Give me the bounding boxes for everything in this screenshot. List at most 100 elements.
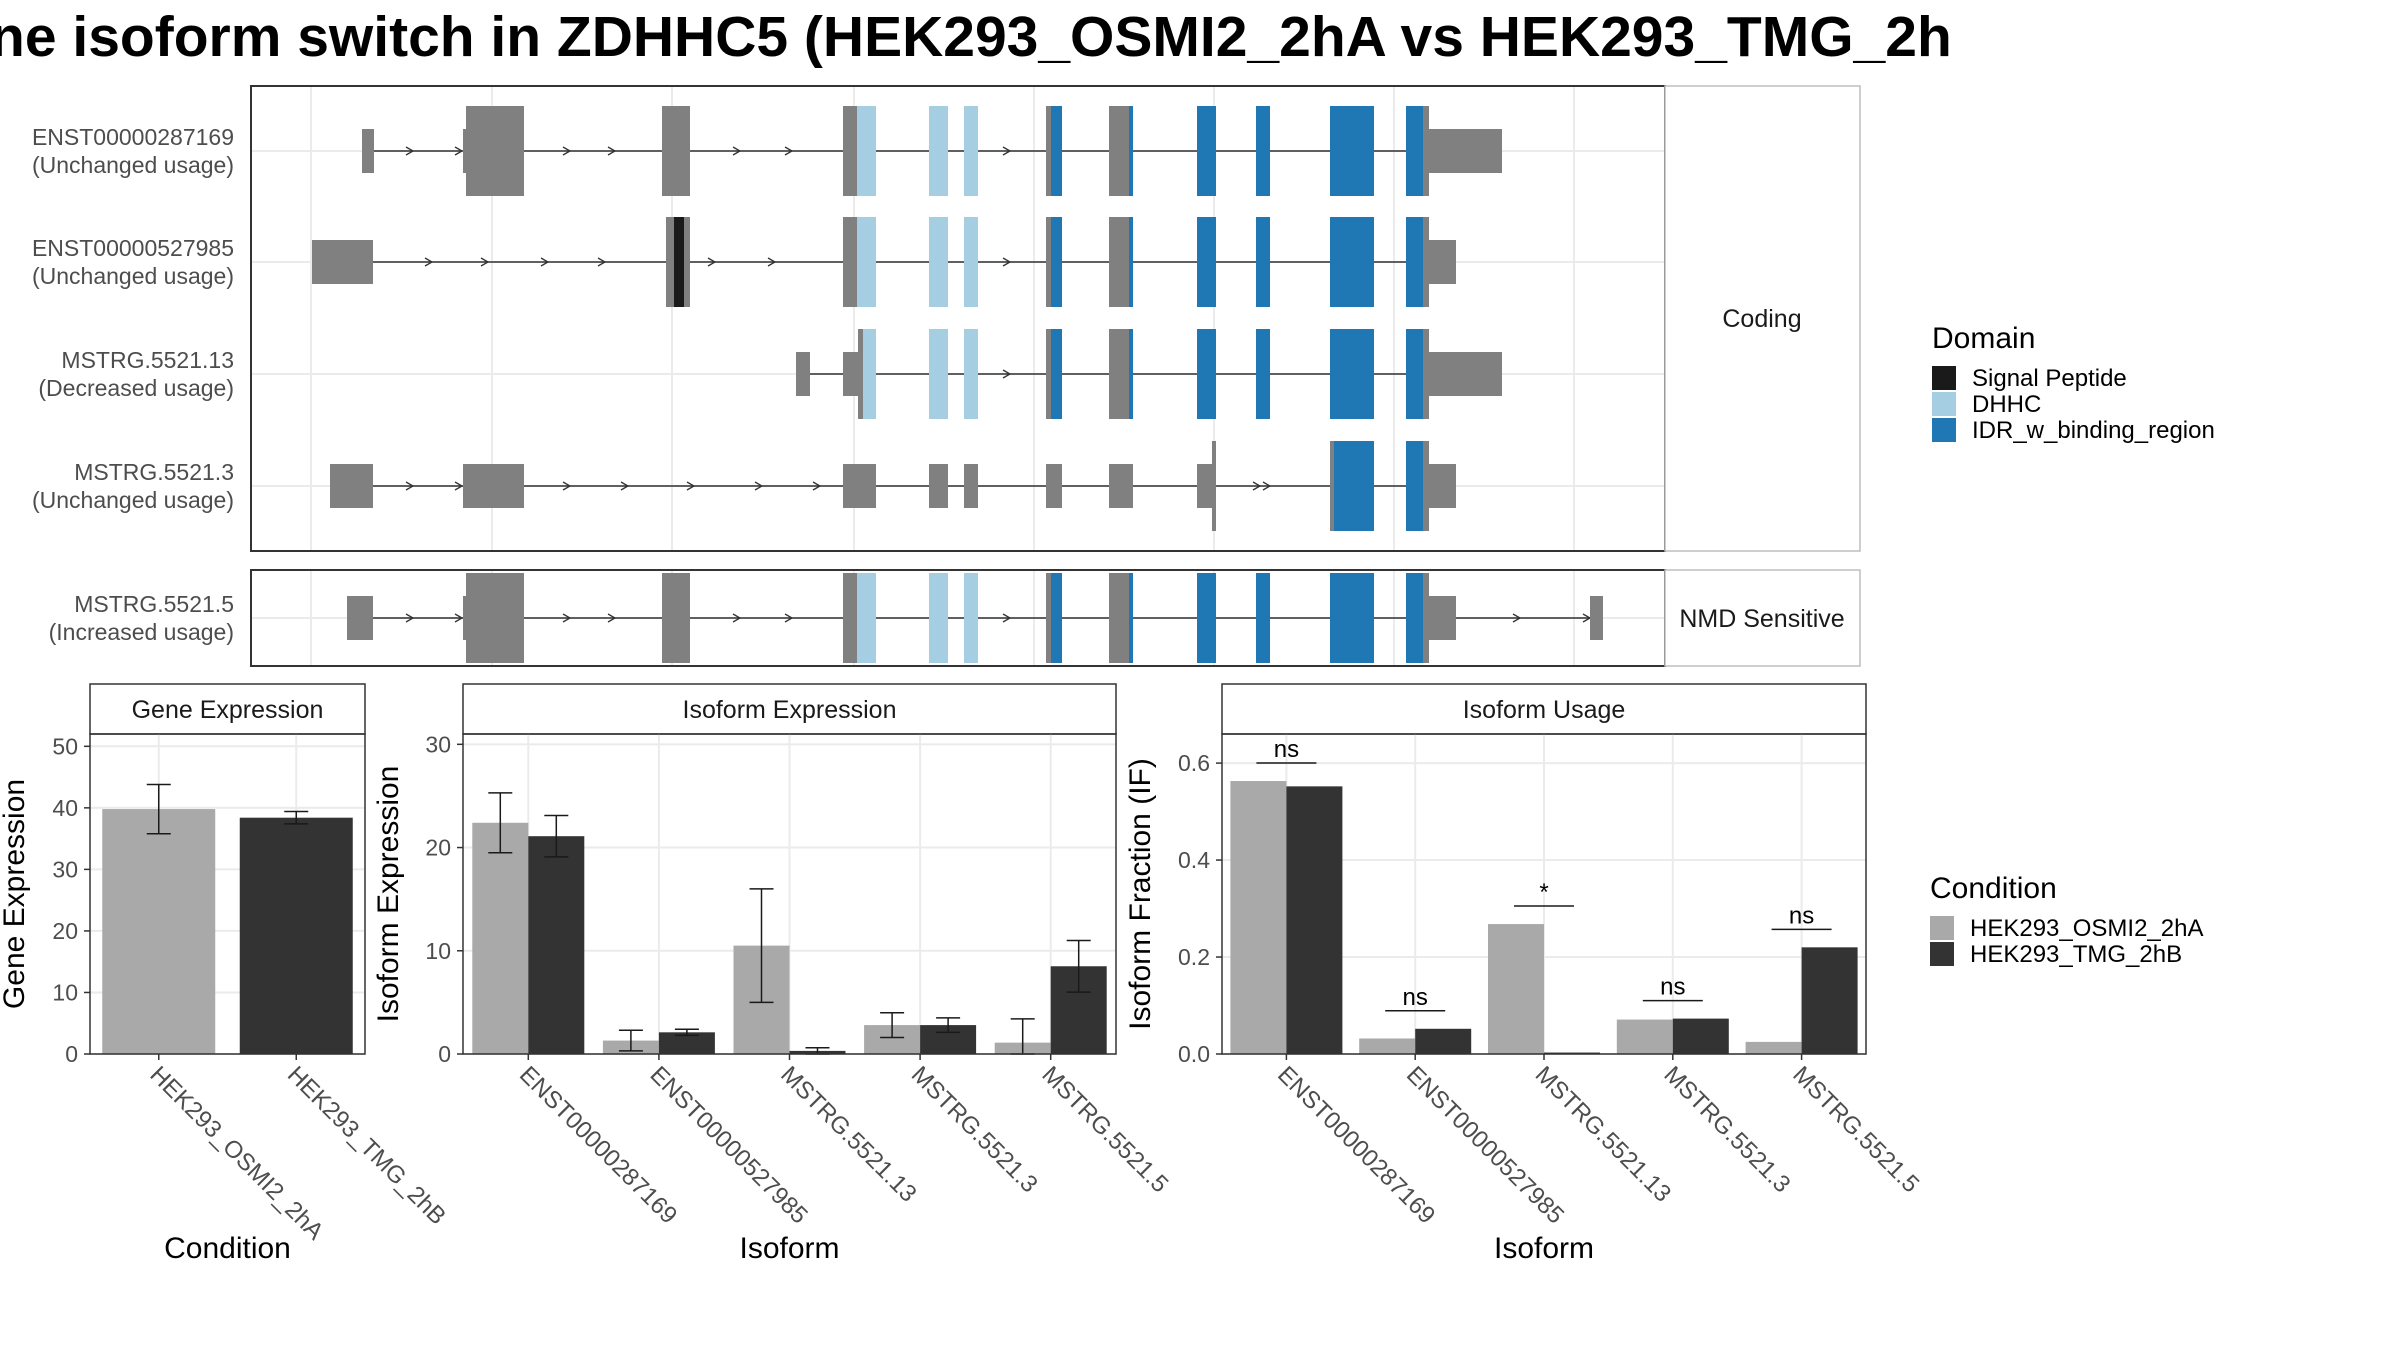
y-tick-label: 0 [438, 1041, 451, 1067]
condition-legend-title: Condition [1930, 872, 2057, 905]
condition-legend-label: HEK293_OSMI2_2hA [1970, 915, 2203, 942]
direction-arrow [620, 481, 630, 491]
chart-strip [89, 683, 366, 735]
y-axis-title: Gene Expression [0, 779, 31, 1009]
exon [1330, 573, 1374, 663]
x-tick-label: MSTRG.5521.3 [1659, 1061, 1796, 1198]
x-tick-label: MSTRG.5521.5 [1036, 1061, 1173, 1198]
direction-arrow [1002, 369, 1012, 379]
y-tick-label: 20 [52, 918, 78, 944]
direction-arrow [732, 613, 742, 623]
direction-arrow [707, 257, 717, 267]
exon [674, 217, 684, 307]
exon [1256, 329, 1270, 419]
exon [857, 573, 876, 663]
nmd-strip [1664, 569, 1861, 667]
bar [1415, 1028, 1472, 1054]
exon [466, 106, 514, 196]
exon [1109, 464, 1133, 508]
direction-arrow [1002, 257, 1012, 267]
exon [1109, 106, 1129, 196]
y-tick-label: 20 [425, 835, 451, 861]
exon [1046, 106, 1051, 196]
exon [1334, 441, 1374, 531]
exon [312, 240, 373, 284]
direction-arrow [405, 613, 415, 623]
direction-arrow [454, 481, 464, 491]
structure-panel-nmd: NMD Sensitive [250, 569, 1861, 667]
exon [964, 106, 978, 196]
exon [1197, 106, 1216, 196]
exon [1330, 217, 1374, 307]
x-axis-title: Isoform [1494, 1232, 1594, 1265]
direction-arrow [1002, 146, 1012, 156]
exon [964, 573, 978, 663]
exon [857, 106, 876, 196]
transcript-labels: ENST00000287169(Unchanged usage)ENST0000… [32, 124, 234, 645]
direction-arrow [767, 257, 777, 267]
direction-arrow [607, 146, 617, 156]
exon [1051, 106, 1062, 196]
exon [964, 464, 978, 508]
x-axis-title: Condition [164, 1232, 291, 1265]
nmd-track-0 [347, 573, 1603, 663]
y-tick-label: 10 [52, 979, 78, 1005]
exon [362, 129, 374, 173]
y-tick-label: 10 [425, 938, 451, 964]
exon [1197, 329, 1216, 419]
condition-legend-key [1930, 916, 1954, 940]
bar [1230, 781, 1287, 1054]
exon [857, 217, 876, 307]
exon [796, 352, 810, 396]
bar-charts: Gene Expression01020304050HEK293_OSMI2_2… [0, 683, 1924, 1265]
exon [666, 217, 676, 307]
x-tick-label: MSTRG.5521.5 [1787, 1061, 1924, 1198]
exon [1046, 329, 1051, 419]
transcript-usage-label: (Unchanged usage) [32, 487, 234, 513]
exon [1212, 441, 1216, 531]
condition-legend-label: HEK293_TMG_2hB [1970, 941, 2182, 968]
exon [1429, 352, 1502, 396]
exon [1429, 464, 1456, 508]
exon [1330, 441, 1334, 531]
y-tick-label: 30 [425, 731, 451, 757]
direction-arrow [454, 613, 464, 623]
domain-legend-label: Signal Peptide [1972, 365, 2127, 392]
exon [1406, 106, 1423, 196]
exon [1406, 329, 1423, 419]
coding-strip [1664, 85, 1861, 552]
exon [1423, 217, 1429, 307]
exon [1590, 596, 1603, 640]
exon [1046, 573, 1051, 663]
exon [1429, 129, 1502, 173]
exon [1406, 441, 1423, 531]
exon [1256, 106, 1270, 196]
coding-track-1 [312, 217, 1456, 307]
exon [964, 329, 978, 419]
y-tick-label: 0.4 [1178, 847, 1210, 873]
exon [1406, 217, 1423, 307]
direction-arrow [405, 146, 415, 156]
direction-arrow [1262, 481, 1272, 491]
bar [528, 836, 585, 1054]
exon [1256, 217, 1270, 307]
transcript-usage-label: (Unchanged usage) [32, 263, 234, 289]
exon [843, 352, 858, 396]
transcript-id-label: MSTRG.5521.5 [74, 591, 234, 617]
transcript-id-label: ENST00000287169 [32, 124, 234, 150]
exon [929, 573, 948, 663]
bar [1672, 1018, 1729, 1054]
direction-arrow [540, 257, 550, 267]
domain-legend-title: Domain [1932, 322, 2035, 355]
exon [513, 106, 524, 196]
significance-label: ns [1789, 902, 1814, 929]
coding-tracks [312, 106, 1502, 531]
bar [1745, 1041, 1802, 1054]
chart-title: Gene Expression [132, 696, 324, 724]
exon [1330, 329, 1374, 419]
exon [1406, 573, 1423, 663]
bar [1286, 786, 1343, 1054]
domain-legend-key [1932, 366, 1956, 390]
exon [1197, 464, 1216, 508]
chart-strip [1221, 683, 1867, 735]
